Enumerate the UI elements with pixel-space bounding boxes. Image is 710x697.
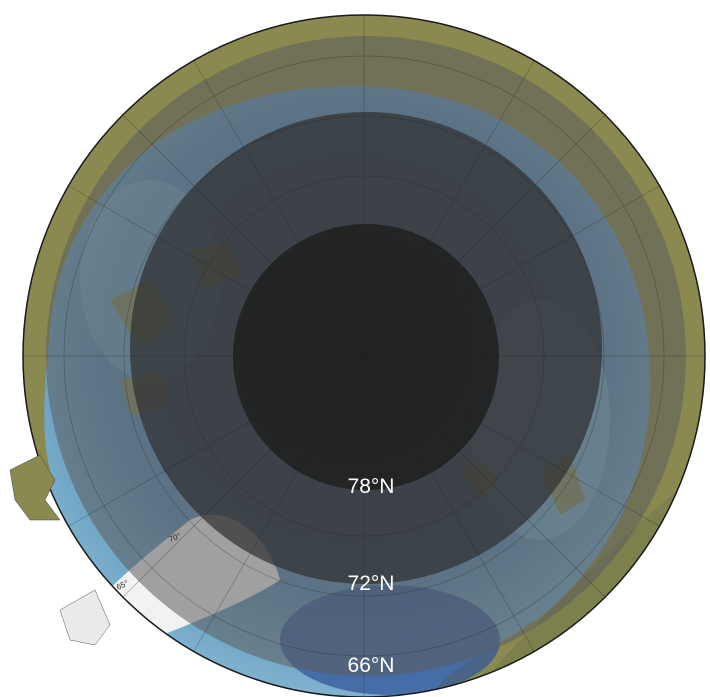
graticule [23,15,705,697]
zone-78-shade [233,224,499,490]
latitude-label-72: 72°N [348,572,395,595]
greenland-outer-coast [9,454,61,521]
graticule-label-70: 70° [168,531,182,544]
globe-rim [22,14,706,697]
latitude-label-66: 66°N [348,654,395,677]
greenland-tip [59,589,111,646]
latitude-label-78: 78°N [348,475,395,498]
